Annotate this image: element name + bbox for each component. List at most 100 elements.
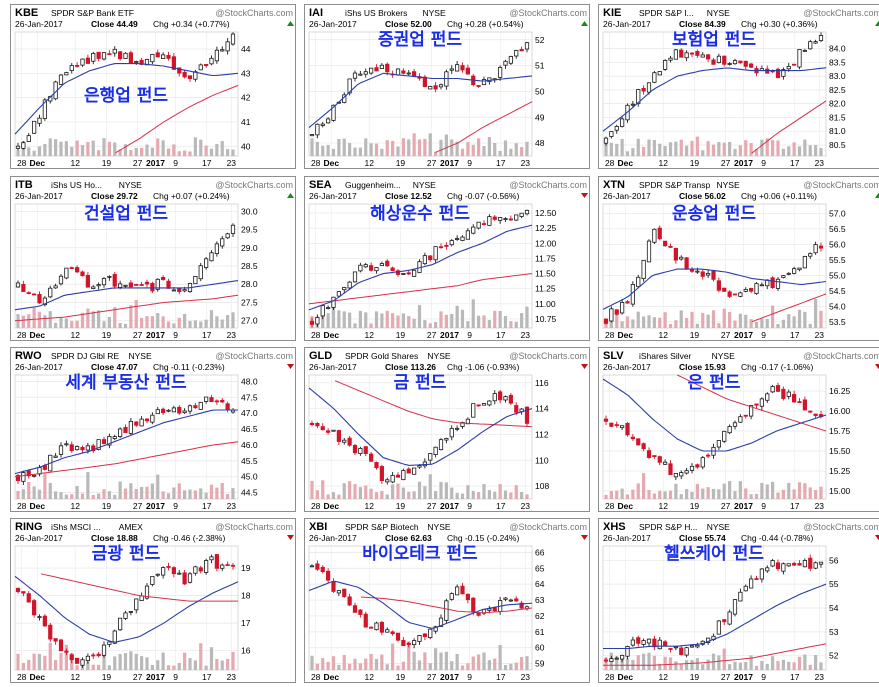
volume-bar xyxy=(428,663,432,670)
chart-panel-xbi[interactable]: XBI SPDR S&P Biotech NYSE @StockCharts.com 2… xyxy=(304,518,590,683)
volume-bar xyxy=(797,656,802,670)
x-tick-label: 19 xyxy=(690,330,700,340)
candle-body xyxy=(465,67,470,75)
candle-body xyxy=(123,612,128,619)
volume-bar xyxy=(733,148,737,156)
candle-body xyxy=(508,56,513,64)
candle xyxy=(732,599,738,617)
chart-panel-iai[interactable]: IAI iShs US Brokers NYSE @StockCharts.com 26… xyxy=(304,4,590,169)
candle xyxy=(225,38,230,55)
volume-bar xyxy=(412,491,416,499)
candle-body xyxy=(749,63,754,68)
chart-panel-itb[interactable]: ITB iShs US Ho... NYSE @StockCharts.com 26-J… xyxy=(10,176,296,341)
candle xyxy=(379,63,384,69)
candle-body xyxy=(460,585,465,595)
volume-bar xyxy=(503,140,508,156)
candle xyxy=(230,32,236,46)
candle-body xyxy=(204,396,209,402)
volume-bar xyxy=(140,487,144,499)
candle-body xyxy=(320,305,325,317)
candle-body xyxy=(765,567,770,572)
ticker-symbol: XTN xyxy=(603,179,625,191)
volume-bar xyxy=(760,318,764,328)
candle-body xyxy=(514,214,519,221)
volume-bar xyxy=(455,141,459,156)
volume-bar xyxy=(177,317,181,328)
volume-bar xyxy=(102,321,106,328)
x-tick-label: 9 xyxy=(467,330,472,340)
candle-body xyxy=(444,437,449,441)
volume-bar xyxy=(193,320,197,328)
candle xyxy=(69,63,74,74)
volume-bar xyxy=(321,145,325,156)
candle xyxy=(603,657,609,663)
ticker-symbol: ITB xyxy=(15,179,33,191)
x-tick-label: 12 xyxy=(364,501,374,511)
candle-body xyxy=(193,71,198,80)
candle xyxy=(770,384,775,394)
volume-bar xyxy=(620,321,624,328)
volume-bar xyxy=(609,491,613,499)
stockcharts-watermark: @StockCharts.com xyxy=(215,351,293,361)
volume-bar xyxy=(331,301,336,328)
x-tick-label: 2017 xyxy=(146,501,165,511)
candle xyxy=(166,278,171,289)
candle xyxy=(128,280,133,289)
candle-body xyxy=(144,585,150,599)
candle xyxy=(603,136,609,146)
moving-average-long xyxy=(751,100,827,154)
volume-bar xyxy=(97,150,101,156)
x-tick-label: Dec xyxy=(30,330,46,340)
candle xyxy=(209,55,214,66)
fund-name: SPDR S&P Bank ETF xyxy=(51,8,134,18)
volume-bar xyxy=(444,314,448,328)
candle-body xyxy=(96,653,101,657)
volume-bar xyxy=(642,653,646,670)
candlesticks xyxy=(309,42,530,139)
candle xyxy=(48,285,53,299)
candle-body xyxy=(487,216,492,226)
candle-body xyxy=(438,84,444,88)
chart-panel-sea[interactable]: SEA Guggenheim... NYSE @StockCharts.com 26-J… xyxy=(304,176,590,341)
candle xyxy=(732,58,738,65)
volume-bar xyxy=(450,139,454,156)
candle xyxy=(455,584,460,596)
chart-panel-ring[interactable]: RING iShs MSCI ... AMEX @StockCharts.com 26-… xyxy=(10,518,296,683)
volume-bar xyxy=(118,322,122,328)
candle xyxy=(209,554,214,564)
candle-body xyxy=(150,53,155,63)
volume-bar xyxy=(652,493,656,499)
x-tick-label: 2017 xyxy=(734,330,753,340)
candle xyxy=(743,60,748,70)
candle-body xyxy=(603,659,609,662)
candle xyxy=(781,67,786,80)
candle-body xyxy=(358,448,363,454)
y-tick-label: 16 xyxy=(241,646,251,656)
chart-panel-xtn[interactable]: XTN SPDR S&P Transp NYSE @StockCharts.com 26… xyxy=(598,176,879,341)
candle xyxy=(96,652,101,658)
candle-body xyxy=(331,429,336,432)
candle xyxy=(636,274,641,289)
x-tick-label: 12 xyxy=(364,330,374,340)
volume-bar xyxy=(450,487,454,499)
chart-panel-slv[interactable]: SLV iShares Silver NYSE @StockCharts.com 26-… xyxy=(598,347,879,512)
candle xyxy=(465,64,470,75)
candle-body xyxy=(433,246,438,261)
candle xyxy=(802,48,807,52)
chart-panel-gld[interactable]: GLD SPDR Gold Shares NYSE @StockCharts.com 2… xyxy=(304,347,590,512)
chart-panel-xhs[interactable]: XHS SPDR S&P H... NYSE @StockCharts.com 26-J… xyxy=(598,518,879,683)
candle-body xyxy=(123,52,128,59)
chart-panel-kie[interactable]: KIE SPDR S&P I... NYSE @StockCharts.com 26-J… xyxy=(598,4,879,169)
candle xyxy=(476,221,481,230)
y-tick-label: 42 xyxy=(241,93,251,103)
candle-body xyxy=(514,598,519,602)
candle xyxy=(487,400,492,407)
fund-name: iShs MSCI ... xyxy=(51,522,101,532)
chart-panel-kbe[interactable]: KBE SPDR S&P Bank ETF @StockCharts.com 26-J… xyxy=(10,4,296,169)
chart-panel-rwo[interactable]: RWO SPDR DJ Glbl RE NYSE @StockCharts.com 26… xyxy=(10,347,296,512)
volume-bar xyxy=(444,482,448,499)
candle-body xyxy=(134,598,139,611)
volume-bar xyxy=(145,657,149,670)
candle xyxy=(684,646,689,658)
candle-body xyxy=(668,648,673,650)
